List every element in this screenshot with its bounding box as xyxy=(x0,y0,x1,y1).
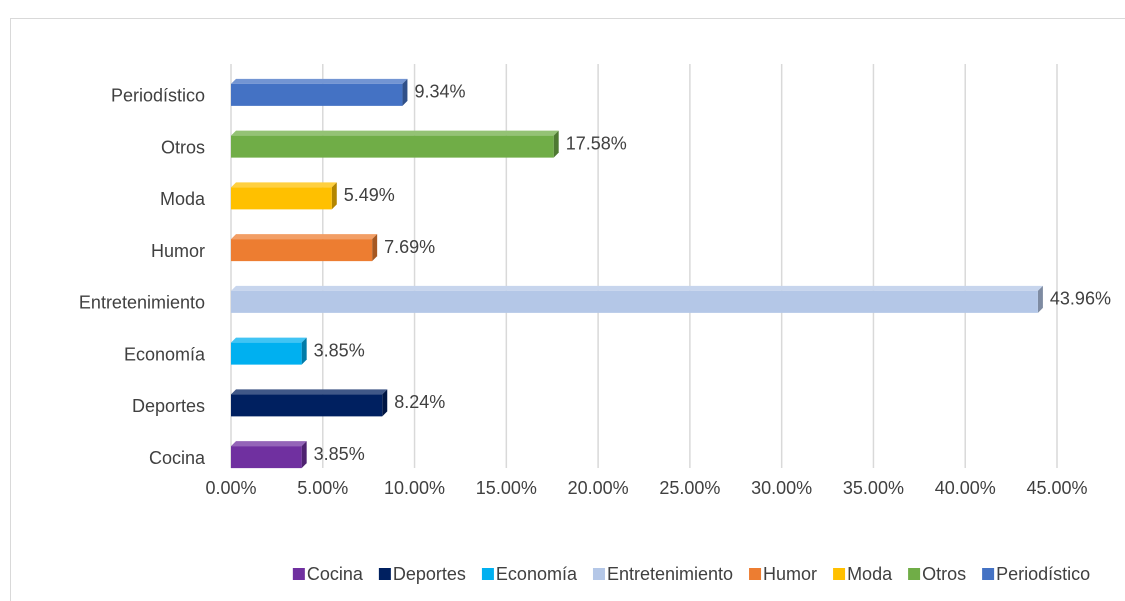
legend-label: Moda xyxy=(847,564,893,584)
bar-top xyxy=(231,234,378,240)
bar-side xyxy=(1037,285,1043,313)
y-tick-label: Economía xyxy=(124,344,206,364)
legend-label: Humor xyxy=(763,564,817,584)
x-tick-label: 0.00% xyxy=(205,478,256,498)
bar xyxy=(231,187,332,210)
y-tick-label: Deportes xyxy=(132,396,205,416)
bar xyxy=(231,342,302,365)
legend-label: Entretenimiento xyxy=(607,564,733,584)
legend-label: Economía xyxy=(496,564,578,584)
legend-swatch xyxy=(749,568,762,580)
bar xyxy=(231,290,1038,313)
bar-top xyxy=(231,182,337,188)
bar xyxy=(231,394,383,417)
bar xyxy=(231,239,373,262)
data-label: 17.58% xyxy=(566,133,627,153)
bar-side xyxy=(382,389,388,417)
x-tick-label: 35.00% xyxy=(843,478,904,498)
x-tick-label: 45.00% xyxy=(1026,478,1087,498)
legend-label: Periodístico xyxy=(996,564,1090,584)
bar xyxy=(231,446,302,469)
y-tick-label: Moda xyxy=(160,189,206,209)
bar xyxy=(231,135,554,158)
legend-swatch xyxy=(833,568,846,580)
x-tick-label: 10.00% xyxy=(384,478,445,498)
bar-top xyxy=(231,441,307,447)
bar-side xyxy=(301,337,307,365)
data-label: 43.96% xyxy=(1050,289,1111,309)
y-tick-label: Otros xyxy=(161,137,205,157)
x-tick-label: 5.00% xyxy=(297,478,348,498)
legend-label: Deportes xyxy=(393,564,466,584)
legend-label: Otros xyxy=(922,564,966,584)
bar xyxy=(231,83,403,106)
data-label: 3.85% xyxy=(314,444,365,464)
legend-label: Cocina xyxy=(307,564,364,584)
x-tick-label: 40.00% xyxy=(935,478,996,498)
bar-top xyxy=(231,285,1043,291)
y-tick-label: Humor xyxy=(151,241,205,261)
bar-side xyxy=(331,182,337,210)
data-label: 9.34% xyxy=(414,82,465,102)
data-label: 8.24% xyxy=(394,392,445,412)
x-tick-label: 30.00% xyxy=(751,478,812,498)
legend-swatch xyxy=(982,568,995,580)
bar-top xyxy=(231,337,307,343)
legend-swatch xyxy=(481,568,494,580)
legend-swatch xyxy=(908,568,921,580)
bar-top xyxy=(231,130,559,136)
x-tick-label: 20.00% xyxy=(568,478,629,498)
bar-top xyxy=(231,389,388,395)
data-label: 3.85% xyxy=(314,340,365,360)
legend-swatch xyxy=(292,568,305,580)
legend-swatch xyxy=(378,568,391,580)
x-tick-label: 25.00% xyxy=(659,478,720,498)
bar-side xyxy=(402,78,408,106)
legend-swatch xyxy=(592,568,605,580)
data-label: 7.69% xyxy=(384,237,435,257)
bar-side xyxy=(372,234,378,262)
bar-top xyxy=(231,78,408,84)
y-tick-label: Cocina xyxy=(149,448,206,468)
data-label: 5.49% xyxy=(344,185,395,205)
y-tick-label: Entretenimiento xyxy=(79,293,205,313)
bar-side xyxy=(301,441,307,469)
y-tick-label: Periodístico xyxy=(111,86,205,106)
bar-side xyxy=(553,130,559,158)
x-tick-label: 15.00% xyxy=(476,478,537,498)
